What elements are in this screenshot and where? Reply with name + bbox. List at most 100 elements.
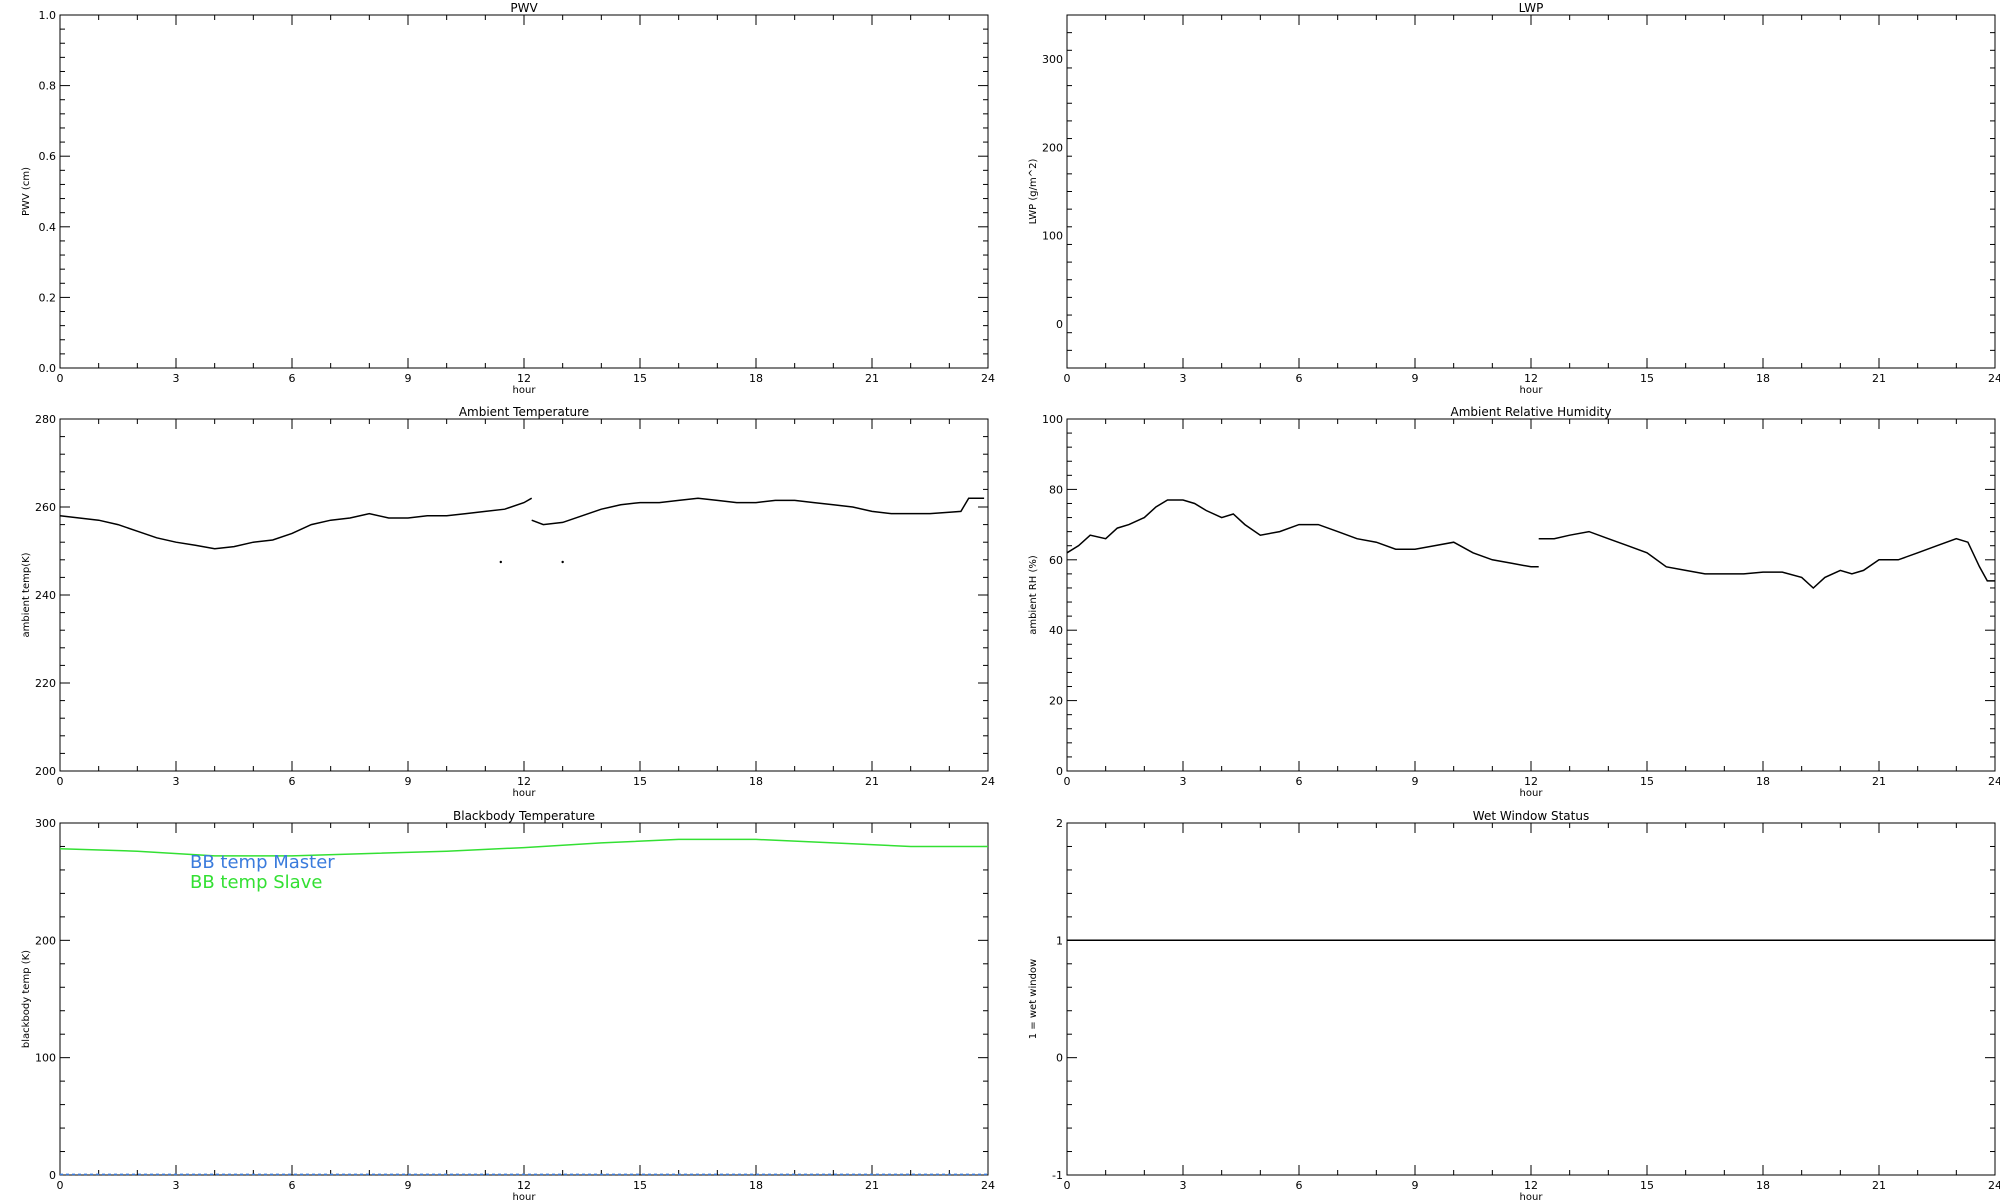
plot-frame [1066, 14, 1996, 369]
x-tick-label: 3 [1180, 372, 1187, 385]
y-tick-label: 280 [35, 413, 56, 426]
x-tick-label: 24 [1988, 1179, 2000, 1192]
x-tick-label: 18 [749, 372, 763, 385]
x-tick-label: 24 [981, 1179, 995, 1192]
series-line [1538, 530, 1995, 590]
x-tick-label: 18 [1756, 1179, 1770, 1192]
chart-title: Ambient Relative Humidity [1451, 405, 1612, 419]
y-tick-label: 100 [35, 1052, 56, 1065]
data-point [561, 560, 564, 564]
y-tick-label: 240 [35, 589, 56, 602]
y-axis-label: blackbody temp (K) [21, 950, 32, 1048]
plot-frame [1066, 418, 1996, 772]
x-tick-label: 15 [633, 372, 647, 385]
y-tick-label: 200 [1042, 141, 1063, 154]
x-tick-label: 12 [1524, 775, 1538, 788]
chart-title: PWV [510, 1, 538, 15]
x-tick-label: 24 [981, 775, 995, 788]
chart-title: Ambient Temperature [459, 405, 589, 419]
x-tick-label: 12 [517, 775, 531, 788]
x-tick-label: 12 [1524, 372, 1538, 385]
y-tick-label: 1.0 [39, 9, 57, 22]
y-axis-label: PWV (cm) [21, 167, 32, 216]
chart-pwv: 0 3 6 9 12 15 18 21 24 0.0 0.2 0.4 0.6 0.8 1.0 PWV hour P… [21, 1, 995, 396]
series-line [531, 497, 985, 526]
x-tick-label: 18 [749, 775, 763, 788]
y-axis-label: LWP (g/m^2) [1028, 159, 1039, 225]
x-tick-label: 6 [1296, 372, 1303, 385]
y-tick-label: 60 [1049, 554, 1063, 567]
y-tick-label: 20 [1049, 695, 1063, 708]
y-tick-label: 0.6 [39, 150, 57, 163]
legend-entry: BB temp Slave [190, 872, 322, 893]
chart-title: Wet Window Status [1473, 809, 1589, 823]
plot-frame [59, 418, 989, 772]
x-tick-label: 6 [289, 775, 296, 788]
y-tick-label: 260 [35, 501, 56, 514]
x-axis-label: hour [1520, 385, 1544, 396]
y-tick-label: 200 [35, 765, 56, 778]
x-tick-label: 9 [405, 775, 412, 788]
chart-title: LWP [1519, 1, 1544, 15]
y-tick-label: -1 [1052, 1169, 1063, 1182]
chart-lwp: 0 3 6 9 12 15 18 21 24 0 100 200 300 LWP hour LWP (g/m^… [1028, 1, 2000, 396]
x-tick-label: 3 [173, 1179, 180, 1192]
x-tick-label: 21 [1872, 775, 1886, 788]
x-tick-label: 21 [865, 1179, 879, 1192]
x-tick-label: 24 [981, 372, 995, 385]
x-tick-label: 9 [1412, 1179, 1419, 1192]
y-axis-label: ambient RH (%) [1028, 555, 1039, 635]
x-tick-label: 6 [1296, 775, 1303, 788]
chart-ambient-temp: 0 3 6 9 12 15 18 21 24 200 220 240 260 280 Ambient Tem… [21, 405, 995, 799]
y-tick-label: 80 [1049, 483, 1063, 496]
x-tick-label: 15 [1640, 775, 1654, 788]
x-tick-label: 12 [517, 1179, 531, 1192]
x-axis-label: hour [513, 385, 537, 396]
y-tick-label: 220 [35, 677, 56, 690]
x-axis-label: hour [513, 788, 537, 799]
x-tick-label: 3 [1180, 775, 1187, 788]
y-axis-label: ambient temp(K) [21, 552, 32, 637]
x-tick-label: 21 [1872, 372, 1886, 385]
x-tick-label: 9 [405, 372, 412, 385]
x-tick-label: 15 [1640, 1179, 1654, 1192]
y-tick-label: 0.0 [39, 362, 57, 375]
y-tick-label: 0 [1056, 765, 1063, 778]
x-tick-label: 3 [1180, 1179, 1187, 1192]
x-tick-label: 0 [57, 1179, 64, 1192]
y-tick-label: 1 [1056, 934, 1063, 947]
x-tick-label: 21 [865, 775, 879, 788]
x-tick-label: 24 [1988, 372, 2000, 385]
x-tick-label: 15 [1640, 372, 1654, 385]
x-tick-label: 0 [57, 372, 64, 385]
y-tick-label: 300 [1042, 53, 1063, 66]
chart-title: Blackbody Temperature [453, 809, 595, 823]
x-tick-label: 9 [1412, 372, 1419, 385]
y-tick-label: 0 [1056, 318, 1063, 331]
x-axis-label: hour [1520, 788, 1544, 799]
plot-frame [59, 14, 989, 369]
y-tick-label: 100 [1042, 230, 1063, 243]
x-tick-label: 21 [1872, 1179, 1886, 1192]
series-line [1066, 499, 1539, 568]
x-axis-label: hour [1520, 1192, 1544, 1200]
legend-entry: BB temp Master [190, 852, 335, 873]
y-tick-label: 0.2 [39, 291, 57, 304]
x-tick-label: 9 [405, 1179, 412, 1192]
x-tick-label: 18 [1756, 775, 1770, 788]
y-tick-label: 200 [35, 934, 56, 947]
x-tick-label: 21 [865, 372, 879, 385]
x-tick-label: 18 [749, 1179, 763, 1192]
series-line [59, 497, 533, 550]
x-tick-label: 9 [1412, 775, 1419, 788]
y-tick-label: 0.4 [39, 221, 57, 234]
chart-ambient-rh: 0 3 6 9 12 15 18 21 24 0 20 40 60 80 100 Ambient Relati… [1028, 405, 2000, 799]
x-tick-label: 6 [289, 372, 296, 385]
x-tick-label: 15 [633, 1179, 647, 1192]
x-tick-label: 15 [633, 775, 647, 788]
x-tick-label: 0 [1064, 1179, 1071, 1192]
x-axis-label: hour [513, 1192, 537, 1200]
x-tick-label: 0 [57, 775, 64, 788]
